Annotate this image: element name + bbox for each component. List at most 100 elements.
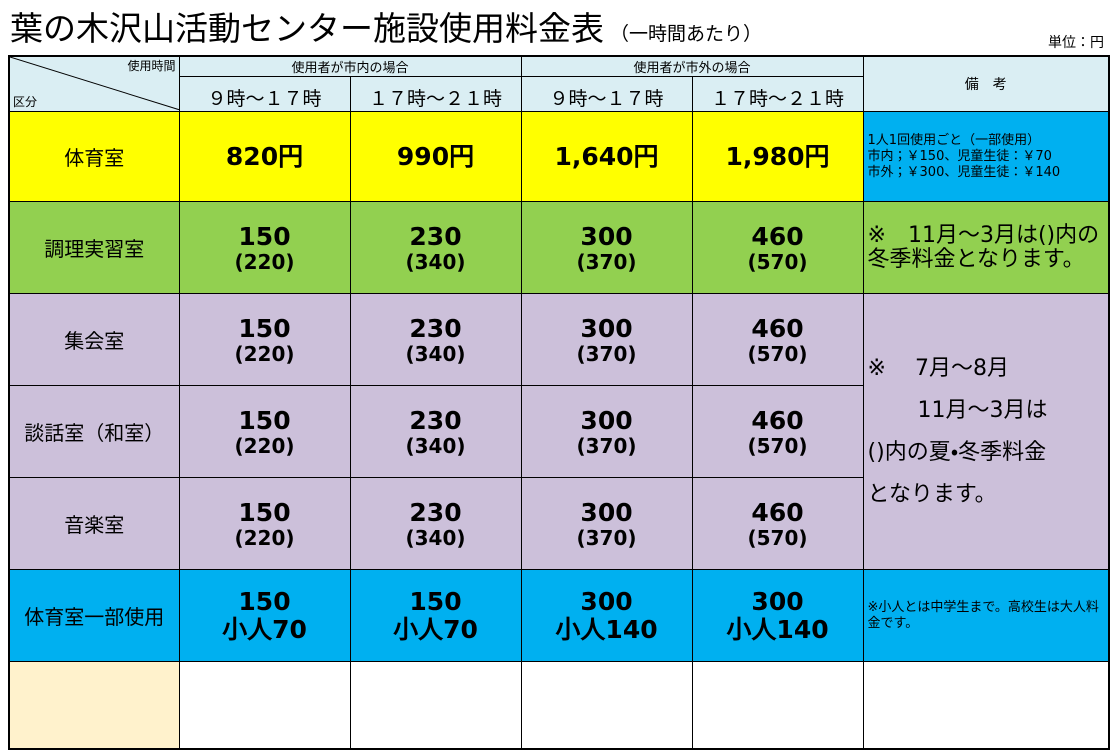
fee-line: 230 <box>409 313 462 343</box>
fee-line: 230 <box>409 405 462 435</box>
fee-line: 300 <box>751 586 804 616</box>
fee-cell: 300 小人140 <box>520 569 693 662</box>
empty-cell <box>862 661 1110 749</box>
fee-line: (220) <box>234 249 295 274</box>
time-header: １７時～２１時 <box>349 76 522 112</box>
time-header: １７時～２１時 <box>691 76 864 112</box>
data-row: 体育室 820円 990円 1,640円 1,980円 1人1回使用ごと（一部使用） 市内；… <box>8 111 1110 202</box>
fee-line: 300 <box>580 221 633 251</box>
fee-cell: 1,980円 <box>691 111 864 202</box>
fee-line: 小人70 <box>222 614 307 644</box>
row-label: 音楽室 <box>8 477 180 570</box>
fee-line: 1,640円 <box>554 141 659 171</box>
fee-line: (570) <box>747 249 808 274</box>
fee-line: (570) <box>747 525 808 550</box>
fee-cell: 300 (370) <box>520 201 693 294</box>
fee-line: 460 <box>751 405 804 435</box>
fee-cell: 150 (220) <box>178 477 351 570</box>
fee-line: 300 <box>580 497 633 527</box>
fee-line: (340) <box>405 249 466 274</box>
corner-bottom: 区分 <box>13 95 38 109</box>
title: 葉の木沢山活動センター施設使用料金表 （一時間あたり） <box>10 2 762 50</box>
fee-line: 990円 <box>396 141 475 171</box>
fee-cell: 230 (340) <box>349 385 522 478</box>
fee-cell: 300 小人140 <box>691 569 864 662</box>
empty-cell <box>8 661 180 749</box>
fee-line: (220) <box>234 433 295 458</box>
header-row: 使用時間 区分 使用者が市内の場合 使用者が市外の場合備 考 <box>8 55 1110 112</box>
fee-line: 230 <box>409 497 462 527</box>
fee-line: (340) <box>405 341 466 366</box>
empty-cell <box>349 661 522 749</box>
fee-line: 150 <box>409 586 462 616</box>
fee-line: (570) <box>747 433 808 458</box>
title-text: 葉の木沢山活動センター施設使用料金表 <box>10 9 604 48</box>
subtitle: （一時間あたり） <box>610 23 763 45</box>
fee-cell: 150 小人70 <box>178 569 351 662</box>
fee-line: 230 <box>409 221 462 251</box>
fee-cell: 460 (570) <box>691 201 864 294</box>
corner-cell: 使用時間区分 <box>8 55 180 112</box>
remark-line: ※小人とは中学生まで。高校生は大人料金です。 <box>867 599 1099 631</box>
fee-table: 使用時間 区分 使用者が市内の場合 使用者が市外の場合備 考 ９時～１７時 １７時～２１時… <box>8 55 1111 750</box>
remark-line: 市内；￥150、児童生徒：￥70 <box>867 148 1052 164</box>
fee-line: 150 <box>238 497 291 527</box>
row-label: 調理実習室 <box>8 201 180 294</box>
time-header: ９時～１７時 <box>178 76 351 112</box>
remark-cell: ※ 11月～3月は()内の 冬季料金となります。 <box>862 201 1110 294</box>
empty-cell <box>178 661 351 749</box>
fee-line: (220) <box>234 341 295 366</box>
row-label: 談話室（和室） <box>8 385 180 478</box>
fee-line: 300 <box>580 586 633 616</box>
fee-cell: 150 (220) <box>178 293 351 386</box>
fee-line: (370) <box>576 433 637 458</box>
fee-line: 小人70 <box>393 614 478 644</box>
fee-line: 小人140 <box>726 614 829 644</box>
corner-top: 使用時間 <box>127 59 176 73</box>
data-row: 体育室一部使用 150 小人70 150 小人70 300 小人140 300 小人140 ※小人… <box>8 569 1110 662</box>
diagonal-line <box>10 57 178 110</box>
fee-cell: 230 (340) <box>349 201 522 294</box>
remark-cell: ※ 7月～8月 11月～3月は ()内の夏・冬季料金 となります。 <box>862 293 1110 570</box>
fee-line: (370) <box>576 249 637 274</box>
fee-cell: 300 (370) <box>520 477 693 570</box>
fee-cell: 1,640円 <box>520 111 693 202</box>
empty-cell <box>691 661 864 749</box>
fee-line: 1,980円 <box>725 141 830 171</box>
fee-line: 460 <box>751 497 804 527</box>
fee-line: 150 <box>238 586 291 616</box>
empty-cell <box>520 661 693 749</box>
diagonal <box>10 57 178 110</box>
fee-cell: 460 (570) <box>691 477 864 570</box>
fee-cell: 150 (220) <box>178 385 351 478</box>
remark-line: となります。 <box>867 481 997 507</box>
fee-line: 小人140 <box>555 614 658 644</box>
fee-line: (370) <box>576 341 637 366</box>
fee-line: 150 <box>238 405 291 435</box>
fee-line: 300 <box>580 313 633 343</box>
remark-line: 1人1回使用ごと（一部使用） <box>867 132 1041 148</box>
fee-line: 460 <box>751 313 804 343</box>
fee-cell: 990円 <box>349 111 522 202</box>
remark-line: ※ 7月～8月 <box>867 355 1009 381</box>
fee-line: 150 <box>238 313 291 343</box>
fee-cell: 150 (220) <box>178 201 351 294</box>
remark-line: 市外；￥300、児童生徒：￥140 <box>867 164 1061 180</box>
row-label: 体育室一部使用 <box>8 569 180 662</box>
fee-cell: 230 (340) <box>349 477 522 570</box>
fee-line: 150 <box>238 221 291 251</box>
empty-row <box>8 661 1110 749</box>
fee-cell: 460 (570) <box>691 293 864 386</box>
group-header: 使用者が市外の場合 <box>520 55 864 77</box>
fee-line: (370) <box>576 525 637 550</box>
fee-line: 460 <box>751 221 804 251</box>
fee-line: (220) <box>234 525 295 550</box>
fee-cell: 300 (370) <box>520 293 693 386</box>
table-body: 使用時間 区分 使用者が市内の場合 使用者が市外の場合備 考 ９時～１７時 １７時～２１時… <box>8 55 1110 749</box>
unit: 単位：円 <box>1048 35 1104 51</box>
row-label: 体育室 <box>8 111 180 202</box>
fee-line: (340) <box>405 433 466 458</box>
fee-line: 820円 <box>225 141 304 171</box>
